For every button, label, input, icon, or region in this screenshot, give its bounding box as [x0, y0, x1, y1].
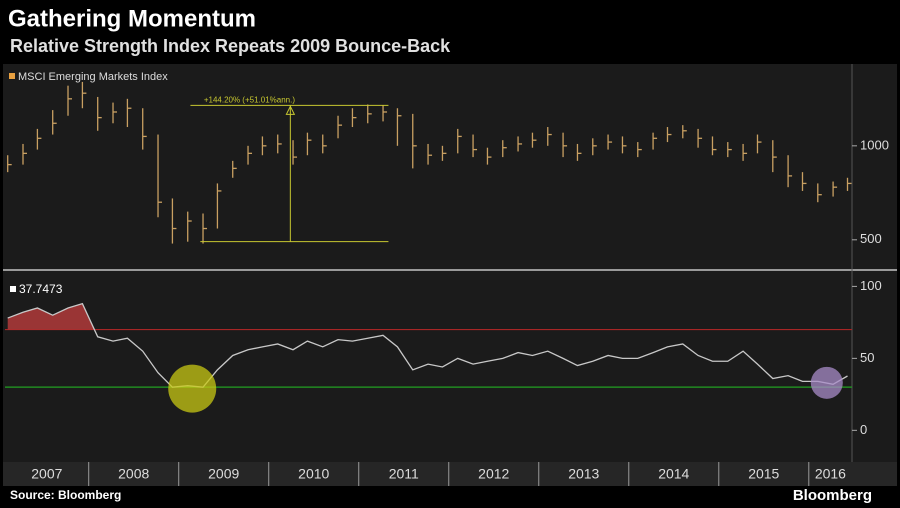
legend-swatch	[9, 73, 15, 79]
rsi-line	[7, 302, 848, 388]
chart-subtitle: Relative Strength Index Repeats 2009 Bou…	[10, 36, 451, 56]
annotation-arrowhead	[285, 105, 296, 115]
x-tick-label: 2010	[298, 466, 329, 482]
highlight-circle	[810, 366, 843, 399]
plot-background	[3, 64, 897, 486]
source: Source: Bloomberg	[10, 488, 121, 502]
x-axis-band	[3, 462, 897, 486]
legend-swatch	[10, 286, 16, 292]
x-tick-label: 2007	[31, 466, 62, 482]
y-tick-label: 500	[860, 231, 882, 246]
x-tick-label: 2013	[568, 466, 599, 482]
legend-value: 37.7473	[19, 282, 63, 296]
y-tick-label: 0	[860, 422, 867, 437]
x-tick-label: 2012	[478, 466, 509, 482]
brand: Bloomberg	[793, 487, 872, 504]
x-tick-label: 2009	[208, 466, 239, 482]
annotation-text: +144.20% (+51.01%ann.)	[204, 96, 296, 105]
x-tick-label: 2008	[118, 466, 149, 482]
y-tick-label: 100	[860, 278, 882, 293]
x-tick-label: 2016	[815, 466, 846, 482]
x-tick-label: 2011	[389, 466, 419, 482]
overbought-fill	[7, 303, 95, 330]
y-tick-label: 1000	[860, 137, 889, 152]
legend-label: MSCI Emerging Markets Index	[18, 71, 168, 83]
chart-title: Gathering Momentum	[8, 5, 256, 32]
highlight-circle	[168, 364, 217, 413]
x-tick-label: 2014	[658, 466, 689, 482]
x-tick-label: 2015	[748, 466, 779, 482]
y-tick-label: 50	[860, 350, 874, 365]
